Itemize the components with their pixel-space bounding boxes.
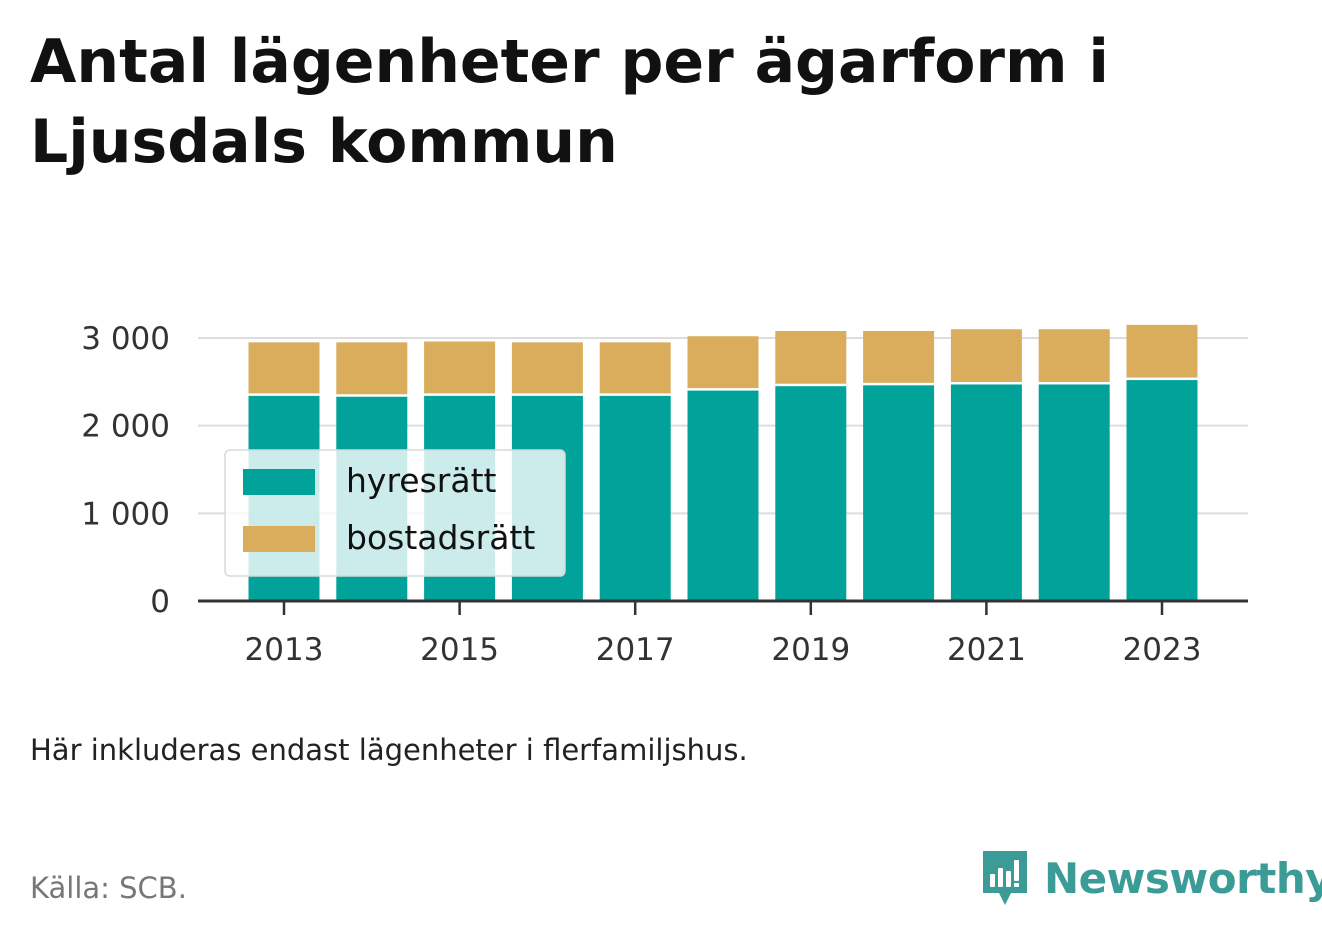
y-tick-label: 1 000 xyxy=(81,496,170,532)
y-tick-label: 3 000 xyxy=(81,321,170,357)
legend-swatch xyxy=(243,469,315,495)
bar-bostadsratt-2018 xyxy=(687,336,759,389)
legend-label: hyresrätt xyxy=(346,461,497,500)
x-tick-label: 2015 xyxy=(420,632,499,668)
chart-title: Antal lägenheter per ägarform i Ljusdals… xyxy=(30,27,1109,177)
bar-hyresratt-2018 xyxy=(687,390,759,601)
bar-bostadsratt-2023 xyxy=(1126,324,1198,378)
bar-hyresratt-2021 xyxy=(950,384,1022,601)
legend: hyresrätt bostadsrätt xyxy=(224,449,566,577)
bar-bostadsratt-2019 xyxy=(775,330,847,384)
bar-hyresratt-2023 xyxy=(1126,380,1198,601)
chart-note: Här inkluderas endast lägenheter i flerf… xyxy=(30,733,748,767)
bar-bostadsratt-2017 xyxy=(599,342,671,394)
bar-bostadsratt-2015 xyxy=(424,341,496,394)
bar-bostadsratt-2021 xyxy=(950,329,1022,382)
bar-hyresratt-2019 xyxy=(775,386,847,601)
y-tick-label: 2 000 xyxy=(81,409,170,445)
bar-bostadsratt-2020 xyxy=(863,330,935,383)
newsworthy-logo[interactable]: Newsworthy xyxy=(980,848,1322,908)
bar-chart-speech-bubble-icon xyxy=(983,851,1027,905)
bar-hyresratt-2017 xyxy=(599,395,671,601)
bar-bostadsratt-2022 xyxy=(1038,329,1110,382)
x-tick-label: 2021 xyxy=(947,632,1026,668)
x-tick-label: 2013 xyxy=(245,632,324,668)
brand-name: Newsworthy xyxy=(1044,853,1322,903)
legend-label: bostadsrätt xyxy=(346,518,535,557)
bar-hyresratt-2022 xyxy=(1038,384,1110,601)
x-tick-label: 2019 xyxy=(771,632,850,668)
x-tick-label: 2017 xyxy=(596,632,675,668)
source-label: Källa: SCB. xyxy=(30,871,187,905)
bar-bostadsratt-2014 xyxy=(336,342,408,395)
x-tick-label: 2023 xyxy=(1123,632,1202,668)
stacked-bar-chart: 0 1 000 2 000 3 000 2013 2015 2017 2019 2021 2023… xyxy=(81,321,1248,668)
bar-bostadsratt-2013 xyxy=(248,342,320,394)
y-tick-label: 0 xyxy=(150,584,170,620)
bar-bostadsratt-2016 xyxy=(511,342,583,394)
axes: 0 1 000 2 000 3 000 2013 2015 2017 2019 2021 2023 xyxy=(81,321,1248,668)
legend-swatch xyxy=(243,526,315,552)
bar-hyresratt-2020 xyxy=(863,385,935,601)
